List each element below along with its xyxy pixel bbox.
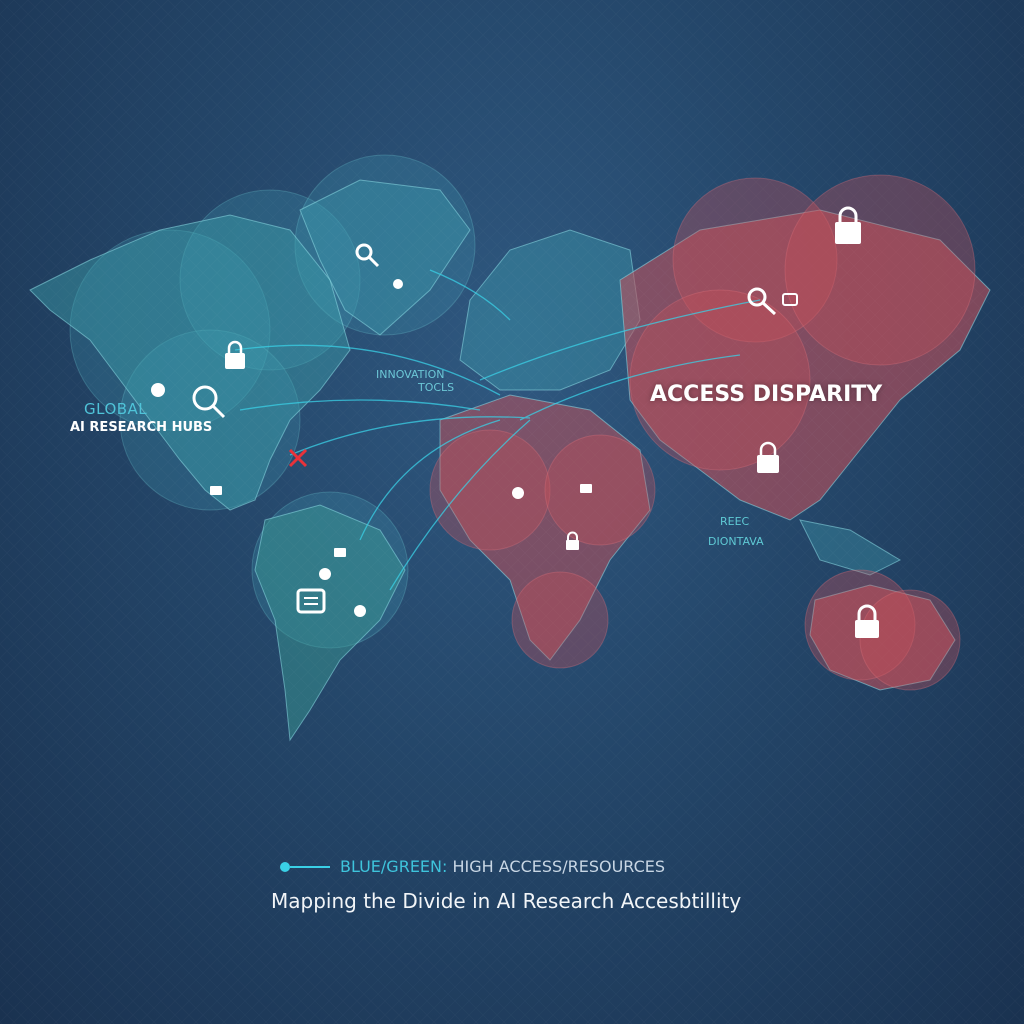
gear-icon bbox=[512, 487, 524, 499]
lock-icon bbox=[757, 441, 779, 473]
legend-marker-line bbox=[290, 865, 330, 868]
lock-icon bbox=[855, 604, 879, 638]
magnifier-icon bbox=[192, 385, 226, 419]
legend-marker-dot bbox=[280, 861, 290, 872]
legend: BLUE/GREEN: HIGH ACCESS/RESOURCES bbox=[280, 857, 665, 876]
gear-icon bbox=[151, 383, 165, 397]
lock-icon bbox=[334, 548, 346, 557]
page-title: Mapping the Divide in AI Research Accesb… bbox=[271, 889, 742, 913]
region-label-line2: DIONTAVA bbox=[708, 535, 764, 548]
gear-icon bbox=[393, 279, 403, 289]
tools-label: TOCLS bbox=[418, 381, 455, 394]
magnifier-icon bbox=[355, 243, 380, 268]
document-icon bbox=[296, 588, 326, 614]
ai-research-hubs-label: AI RESEARCH HUBS bbox=[70, 420, 213, 435]
gear-icon bbox=[354, 605, 366, 617]
gear-icon bbox=[319, 568, 331, 580]
lock-icon bbox=[566, 531, 579, 550]
lock-icon bbox=[210, 486, 222, 495]
access-disparity-label: ACCESS DISPARITY bbox=[650, 382, 883, 407]
global-label: GLOBAL bbox=[84, 400, 148, 418]
connection-lines bbox=[234, 269, 761, 591]
document-icon bbox=[782, 293, 798, 306]
innovation-label: INNOVATION bbox=[376, 368, 445, 381]
lock-icon bbox=[580, 484, 592, 493]
region-label-line1: REEC bbox=[720, 515, 750, 528]
low-access-zones bbox=[429, 174, 976, 691]
legend-value: HIGH ACCESS/RESOURCES bbox=[452, 857, 666, 876]
lock-icon bbox=[225, 340, 245, 369]
legend-key: BLUE/GREEN: bbox=[340, 857, 448, 876]
x-mark-icon bbox=[288, 448, 308, 468]
lock-icon bbox=[835, 206, 861, 244]
magnifier-icon bbox=[747, 287, 777, 316]
